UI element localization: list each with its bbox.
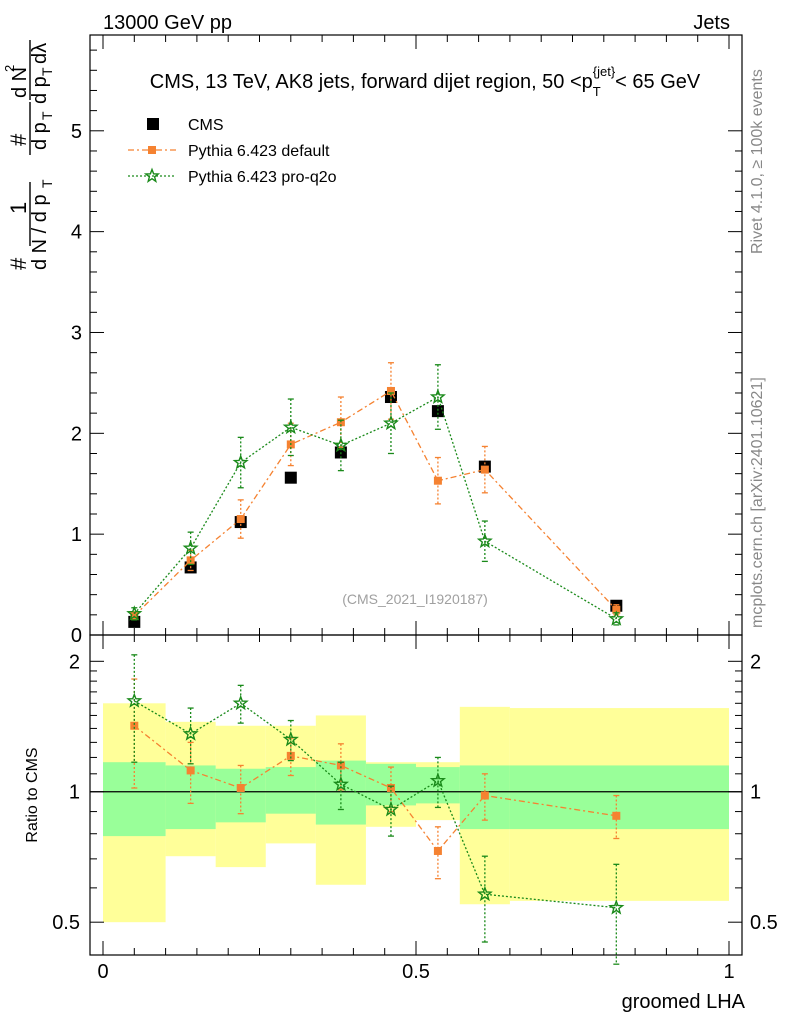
ratio-pythia-default-line [133,725,617,853]
ratio-pythia-pro-q2o-point [282,730,299,747]
header-left: 13000 GeV pp [103,12,232,34]
main-ytick-label: 4 [71,222,82,244]
main-ytick-label: 5 [71,121,82,143]
pythia-default-point [433,476,442,485]
ratio-ytick-label-right: 0.5 [750,912,778,934]
pythia-pro-q2o-point [429,388,446,404]
svg-text:#: # [6,133,31,146]
ratio-pythia-default-point [612,811,621,820]
svg-text:d p: d p [29,76,51,104]
pythia-pro-q2o-point [332,436,349,453]
rivet-label: Rivet 4.1.0, ≥ 100k events [749,69,766,254]
ratio-band-inner [103,762,166,837]
legend: CMS Pythia 6.423 default Pythia 6.423 pr… [128,117,337,186]
legend-item-cms: CMS [147,117,224,134]
main-ylabel: # 1 d N / d p T # d p T d N 2 d p T dλ [2,40,55,270]
main-ytick-label: 0 [71,625,82,647]
ratio-pythia-default-point [433,846,442,855]
pythia-pro-q2o-point [282,418,299,435]
header-right: Jets [693,12,730,34]
svg-text:d p: d p [29,122,51,150]
pythia-pro-q2o-point [232,454,249,470]
legend-label-pythia-default: Pythia 6.423 default [188,143,330,160]
ratio-pythia-pro-q2o-point [608,899,625,915]
xtick-label: 0 [97,961,108,983]
xtick-label: 1 [723,961,734,983]
svg-text:T: T [39,111,55,120]
svg-text:1: 1 [6,202,31,214]
ratio-ylabel: Ratio to CMS [24,747,41,842]
pythia-pro-q2o-point [182,539,199,556]
ratio-pythia-pro-q2o-point [232,694,249,711]
svg-text:2: 2 [2,65,17,72]
legend-item-pythia-pro-q2o: Pythia 6.423 pro-q2o [128,167,337,186]
pythia-default-point [386,386,395,395]
main-ytick-label: 3 [71,322,82,344]
pythia-default-point [480,465,489,474]
ratio-pythia-default-point [236,784,245,793]
ratio-pythia-default-point [130,721,139,730]
ratio-pythia-pro-q2o-point [429,772,447,788]
legend-item-pythia-default: Pythia 6.423 default [128,143,330,160]
legend-marker-cms [147,118,159,130]
xtick-label: 0.5 [402,961,430,983]
mcplots-label: mcplots.cern.ch [arXiv:2401.10621] [749,377,766,628]
pythia-default-point [612,605,621,614]
ratio-pythia-pro-q2o-point [182,725,199,741]
legend-label-pythia-pro-q2o: Pythia 6.423 pro-q2o [188,169,337,186]
ratio-pythia-pro-q2o-line [133,700,617,909]
pythia-pro-q2o-point [476,532,493,549]
main-ytick-label: 2 [71,423,82,445]
pythia-default-point [336,418,345,427]
ratio-pythia-pro-q2o-point [476,885,493,902]
ratio-pythia-default-point [336,761,345,770]
ratio-pythia-pro-q2o-point [382,800,399,817]
pythia-pro-q2o-point [608,610,625,626]
ratio-ytick-label-right: 2 [750,651,761,673]
cms-point [431,405,444,418]
pythia-pro-q2o-point [382,414,399,431]
ratio-plot-area: 0 0.5 1 0.5 0.5 1 1 2 2 Ratio to CMS [24,634,778,983]
pythia-default-line [133,390,617,617]
legend-marker-pythia-pro-q2o [143,167,161,183]
x-axis-label: groomed LHA [622,991,746,1013]
svg-text:d N: d N [9,67,31,98]
ratio-ytick-label-right: 1 [750,782,761,804]
ratio-pythia-default-point [480,791,489,800]
watermark: (CMS_2021_I1920187) [342,591,488,607]
ratio-ytick-label: 1 [69,782,80,804]
pythia-default-point [236,515,245,524]
svg-text:#: # [6,257,31,270]
ratio-pythia-default-point [286,751,295,760]
ratio-pythia-pro-q2o-point [126,692,143,708]
main-ytick-label: 1 [71,524,82,546]
legend-label-cms: CMS [188,117,224,134]
pythia-pro-q2o-point [126,605,143,621]
ratio-ytick-label: 0.5 [52,912,80,934]
ratio-ytick-label: 2 [69,651,80,673]
ratio-band-inner [265,767,316,814]
pythia-pro-q2o-line [133,396,617,620]
ratio-pythia-pro-q2o-point [332,775,350,792]
ratio-pythia-default-point [186,766,195,775]
svg-text:T: T [39,67,55,76]
legend-marker-pythia-default [148,146,156,154]
cms-point [284,471,297,484]
chart-title: CMS, 13 TeV, AK8 jets, forward dijet reg… [150,64,701,99]
main-plot-area: 0 1 2 3 4 5 CMS, 13 TeV, AK8 jets, forward di… [71,34,743,647]
svg-text:d N / d p: d N / d p [29,194,51,270]
svg-text:T: T [39,179,55,188]
svg-text:dλ: dλ [29,43,51,64]
